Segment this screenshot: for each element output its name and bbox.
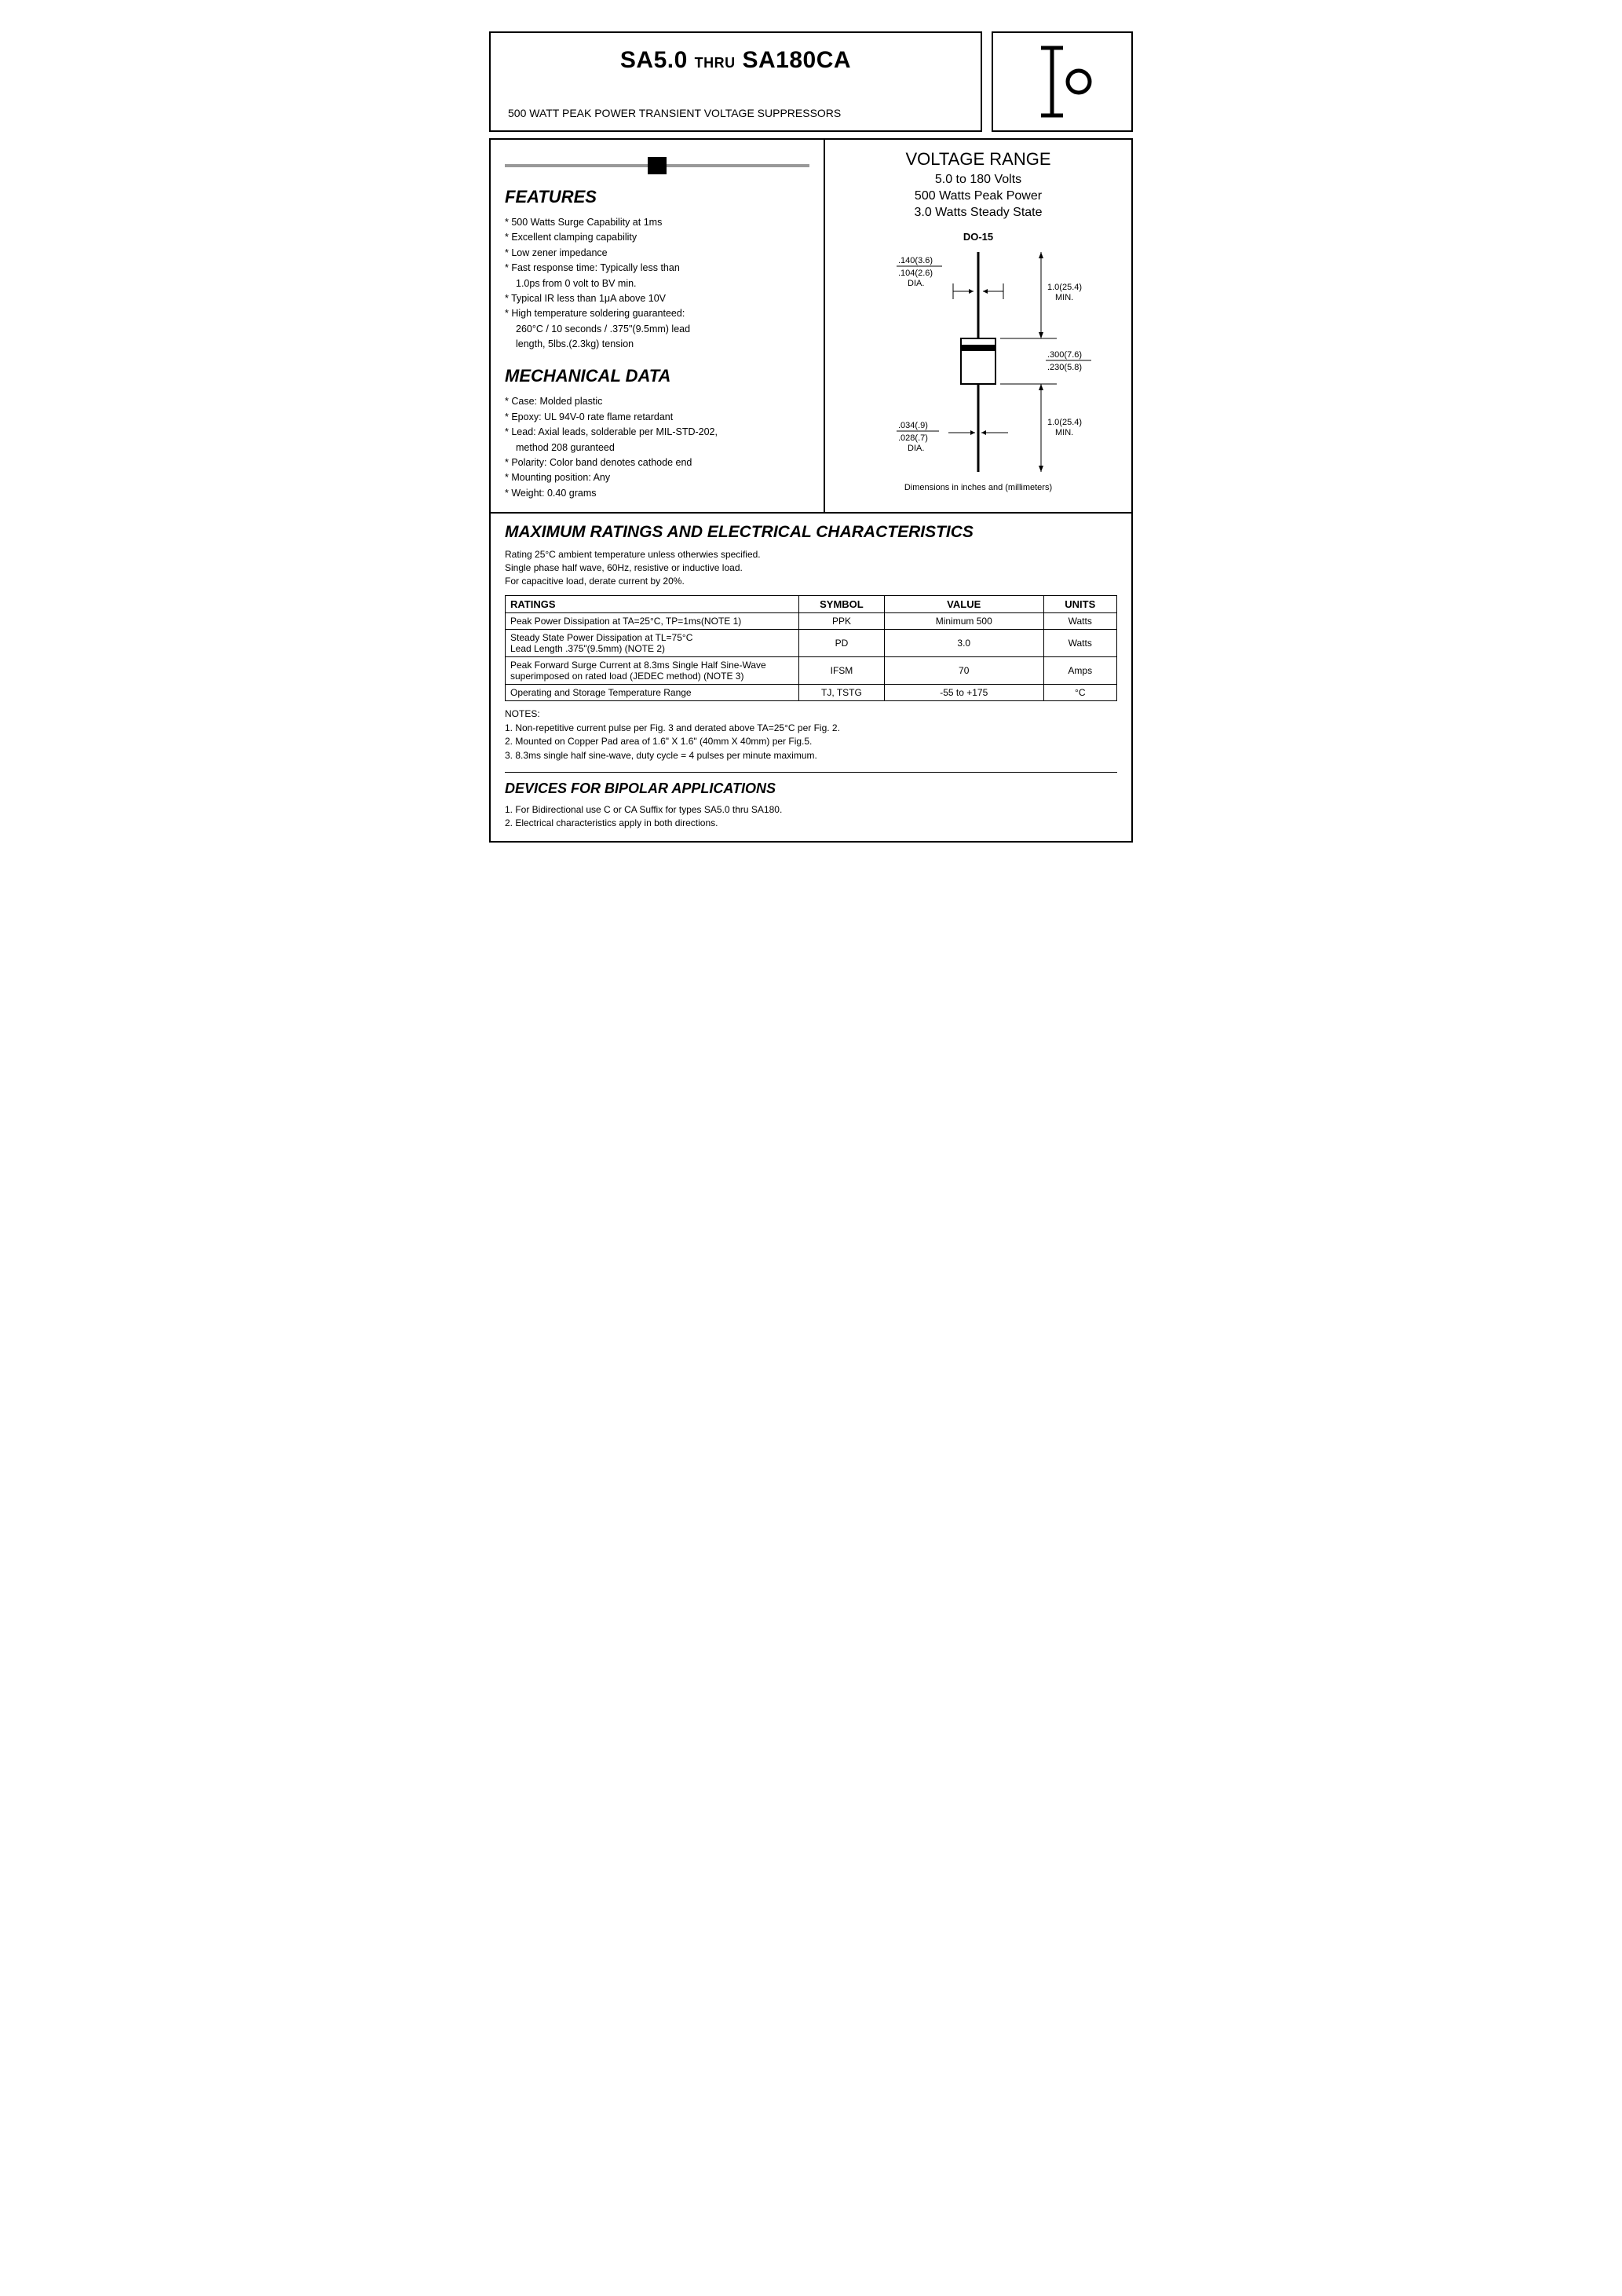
td-value: 3.0 bbox=[884, 630, 1043, 657]
package-label: DO-15 bbox=[836, 231, 1120, 243]
package-diagram: .140(3.6) .104(2.6) DIA. 1.0(25.4) MIN. … bbox=[860, 244, 1096, 480]
ratings-note: For capacitive load, derate current by 2… bbox=[505, 575, 1117, 588]
td-rating: Peak Forward Surge Current at 8.3ms Sing… bbox=[506, 657, 799, 685]
logo-icon bbox=[1027, 38, 1098, 125]
note-item: 1. Non-repetitive current pulse per Fig.… bbox=[505, 722, 1117, 735]
note-item: 3. 8.3ms single half sine-wave, duty cyc… bbox=[505, 749, 1117, 762]
td-rating: Operating and Storage Temperature Range bbox=[506, 685, 799, 701]
td-units: °C bbox=[1043, 685, 1117, 701]
feature-item: length, 5lbs.(2.3kg) tension bbox=[505, 337, 809, 352]
page-title: SA5.0 THRU SA180CA bbox=[508, 47, 963, 74]
td-units: Amps bbox=[1043, 657, 1117, 685]
th-value: VALUE bbox=[884, 596, 1043, 613]
bipolar-item: 1. For Bidirectional use C or CA Suffix … bbox=[505, 803, 1117, 817]
title-box: SA5.0 THRU SA180CA 500 WATT PEAK POWER T… bbox=[489, 31, 982, 132]
feature-item: * Fast response time: Typically less tha… bbox=[505, 261, 809, 276]
mechanical-item: * Case: Molded plastic bbox=[505, 394, 809, 409]
features-title: FEATURES bbox=[505, 187, 809, 207]
mechanical-item: * Polarity: Color band denotes cathode e… bbox=[505, 455, 809, 470]
td-units: Watts bbox=[1043, 630, 1117, 657]
bipolar-item: 2. Electrical characteristics apply in b… bbox=[505, 817, 1117, 830]
feature-item: * High temperature soldering guaranteed: bbox=[505, 306, 809, 321]
table-row: Steady State Power Dissipation at TL=75°… bbox=[506, 630, 1117, 657]
table-row: Operating and Storage Temperature Range … bbox=[506, 685, 1117, 701]
title-part1: SA5.0 bbox=[620, 47, 688, 73]
ratings-section: MAXIMUM RATINGS AND ELECTRICAL CHARACTER… bbox=[489, 512, 1133, 843]
mechanical-item: * Epoxy: UL 94V-0 rate flame retardant bbox=[505, 410, 809, 425]
table-header-row: RATINGS SYMBOL VALUE UNITS bbox=[506, 596, 1117, 613]
dim-text: .034(.9) bbox=[898, 421, 928, 430]
feature-item: * Excellent clamping capability bbox=[505, 230, 809, 245]
voltage-range-line: 500 Watts Peak Power bbox=[836, 189, 1120, 203]
table-row: Peak Forward Surge Current at 8.3ms Sing… bbox=[506, 657, 1117, 685]
title-thru: THRU bbox=[695, 55, 736, 71]
note-item: 2. Mounted on Copper Pad area of 1.6" X … bbox=[505, 735, 1117, 748]
th-units: UNITS bbox=[1043, 596, 1117, 613]
logo-box bbox=[992, 31, 1133, 132]
feature-item: 260°C / 10 seconds / .375"(9.5mm) lead bbox=[505, 322, 809, 337]
component-icon bbox=[505, 157, 809, 174]
dim-text: MIN. bbox=[1055, 293, 1073, 302]
features-list: * 500 Watts Surge Capability at 1ms * Ex… bbox=[505, 215, 809, 352]
ratings-note: Rating 25°C ambient temperature unless o… bbox=[505, 548, 1117, 561]
td-value: Minimum 500 bbox=[884, 613, 1043, 630]
mechanical-item: * Mounting position: Any bbox=[505, 470, 809, 485]
mechanical-list: * Case: Molded plastic * Epoxy: UL 94V-0… bbox=[505, 394, 809, 501]
package-caption: Dimensions in inches and (millimeters) bbox=[836, 483, 1120, 492]
td-units: Watts bbox=[1043, 613, 1117, 630]
ratings-title: MAXIMUM RATINGS AND ELECTRICAL CHARACTER… bbox=[505, 523, 1117, 542]
dim-text: .300(7.6) bbox=[1047, 350, 1082, 360]
bipolar-title: DEVICES FOR BIPOLAR APPLICATIONS bbox=[505, 781, 1117, 797]
mechanical-title: MECHANICAL DATA bbox=[505, 366, 809, 386]
td-value: 70 bbox=[884, 657, 1043, 685]
feature-item: * Typical IR less than 1μA above 10V bbox=[505, 291, 809, 306]
features-row: FEATURES * 500 Watts Surge Capability at… bbox=[489, 138, 1133, 512]
voltage-range-title: VOLTAGE RANGE bbox=[836, 149, 1120, 170]
datasheet-page: SA5.0 THRU SA180CA 500 WATT PEAK POWER T… bbox=[489, 31, 1133, 843]
dim-text: MIN. bbox=[1055, 428, 1073, 437]
mechanical-item: * Lead: Axial leads, solderable per MIL-… bbox=[505, 425, 809, 440]
table-row: Peak Power Dissipation at TA=25°C, TP=1m… bbox=[506, 613, 1117, 630]
dim-text: DIA. bbox=[908, 444, 924, 453]
title-part2: SA180CA bbox=[743, 47, 852, 73]
td-rating: Steady State Power Dissipation at TL=75°… bbox=[506, 630, 799, 657]
td-symbol: IFSM bbox=[798, 657, 884, 685]
notes-block: NOTES: 1. Non-repetitive current pulse p… bbox=[505, 707, 1117, 762]
notes-label: NOTES: bbox=[505, 707, 1117, 721]
header-row: SA5.0 THRU SA180CA 500 WATT PEAK POWER T… bbox=[489, 31, 1133, 132]
mechanical-item: * Weight: 0.40 grams bbox=[505, 486, 809, 501]
divider bbox=[505, 772, 1117, 773]
td-symbol: PPK bbox=[798, 613, 884, 630]
dim-text: DIA. bbox=[908, 279, 924, 288]
subtitle: 500 WATT PEAK POWER TRANSIENT VOLTAGE SU… bbox=[508, 107, 963, 119]
feature-item: * 500 Watts Surge Capability at 1ms bbox=[505, 215, 809, 230]
th-symbol: SYMBOL bbox=[798, 596, 884, 613]
dim-text: 1.0(25.4) bbox=[1047, 283, 1082, 292]
voltage-range-line: 3.0 Watts Steady State bbox=[836, 206, 1120, 220]
voltage-range-line: 5.0 to 180 Volts bbox=[836, 173, 1120, 187]
dim-text: 1.0(25.4) bbox=[1047, 418, 1082, 427]
dim-text: .230(5.8) bbox=[1047, 363, 1082, 372]
td-rating: Peak Power Dissipation at TA=25°C, TP=1m… bbox=[506, 613, 799, 630]
features-left: FEATURES * 500 Watts Surge Capability at… bbox=[491, 140, 825, 512]
td-symbol: PD bbox=[798, 630, 884, 657]
dim-text: .140(3.6) bbox=[898, 256, 933, 265]
features-right: VOLTAGE RANGE 5.0 to 180 Volts 500 Watts… bbox=[825, 140, 1131, 512]
feature-item: * Low zener impedance bbox=[505, 246, 809, 261]
dim-text: .028(.7) bbox=[898, 433, 928, 443]
dim-text: .104(2.6) bbox=[898, 269, 933, 278]
th-ratings: RATINGS bbox=[506, 596, 799, 613]
ratings-table: RATINGS SYMBOL VALUE UNITS Peak Power Di… bbox=[505, 595, 1117, 701]
mechanical-item: method 208 guranteed bbox=[505, 441, 809, 455]
td-symbol: TJ, TSTG bbox=[798, 685, 884, 701]
feature-item: 1.0ps from 0 volt to BV min. bbox=[505, 276, 809, 291]
ratings-note: Single phase half wave, 60Hz, resistive … bbox=[505, 561, 1117, 575]
td-value: -55 to +175 bbox=[884, 685, 1043, 701]
